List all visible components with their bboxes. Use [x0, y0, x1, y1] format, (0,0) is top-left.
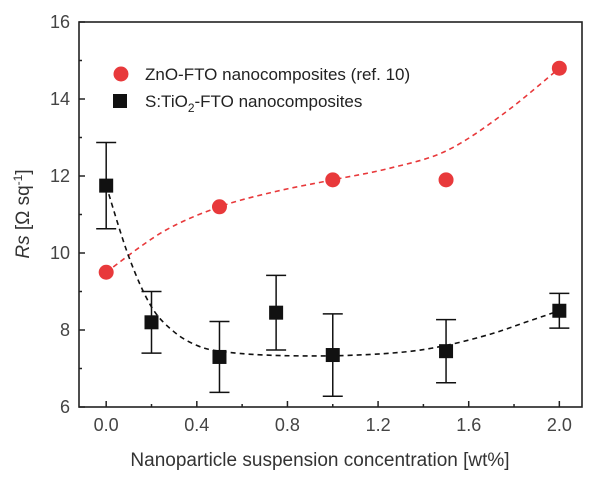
- y-tick-label: 8: [60, 320, 70, 340]
- data-point-circle: [325, 172, 341, 188]
- y-tick-label: 10: [50, 243, 70, 263]
- y-axis-label: Rs [Ω sq-1]: [11, 169, 34, 258]
- x-axis-ticks: 0.0 0.4 0.8 1.2 1.6 2.0: [94, 401, 572, 435]
- data-point-circle: [551, 60, 567, 76]
- y-tick-label: 12: [50, 166, 70, 186]
- x-tick-label: 1.6: [456, 415, 481, 435]
- legend-marker-zno: [113, 66, 129, 82]
- data-point-square: [144, 315, 159, 330]
- fit-curve-0: [105, 67, 560, 273]
- legend: ZnO-FTO nanocomposites (ref. 10) S:TiO2-…: [113, 65, 410, 115]
- data-point-square: [212, 349, 227, 364]
- x-tick-label: 0.0: [94, 415, 119, 435]
- data-point-square: [269, 305, 284, 320]
- x-tick-label: 1.2: [366, 415, 391, 435]
- legend-label-zno: ZnO-FTO nanocomposites (ref. 10): [145, 65, 410, 84]
- x-tick-label: 0.8: [275, 415, 300, 435]
- data-point-circle: [98, 264, 114, 280]
- y-tick-label: 16: [50, 12, 70, 32]
- y-tick-label: 6: [60, 397, 70, 417]
- legend-label-stio2: S:TiO2-FTO nanocomposites: [145, 92, 362, 115]
- x-tick-label: 0.4: [184, 415, 209, 435]
- legend-marker-stio2: [113, 94, 127, 108]
- data-point-square: [439, 344, 454, 359]
- fit-curves: [105, 67, 560, 357]
- data-point-square: [552, 303, 567, 318]
- y-tick-label: 14: [50, 89, 70, 109]
- data-point-circle: [438, 172, 454, 188]
- data-point-square: [325, 348, 340, 363]
- data-point-circle: [211, 199, 227, 215]
- data-points: [98, 60, 567, 364]
- x-axis-label: Nanoparticle suspension concentration [w…: [130, 450, 509, 471]
- y-axis-ticks: 6 8 10 12 14 16: [50, 12, 85, 417]
- x-tick-label: 2.0: [547, 415, 572, 435]
- data-point-square: [99, 178, 114, 193]
